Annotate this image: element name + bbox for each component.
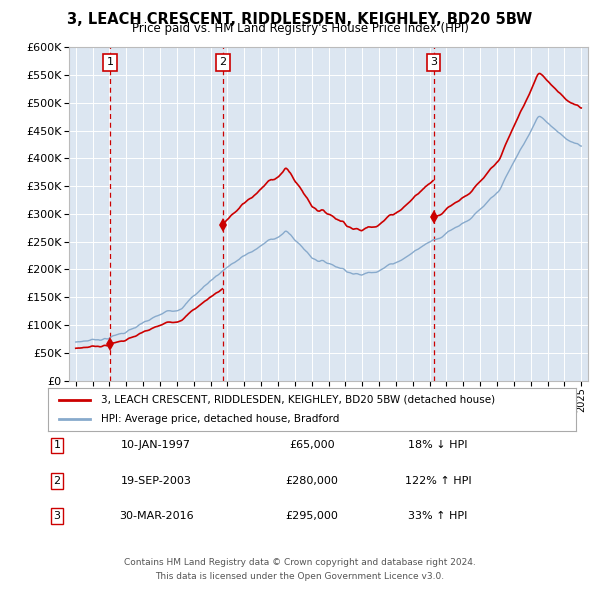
Text: £65,000: £65,000 — [289, 441, 335, 450]
Text: 10-JAN-1997: 10-JAN-1997 — [121, 441, 191, 450]
Text: Price paid vs. HM Land Registry's House Price Index (HPI): Price paid vs. HM Land Registry's House … — [131, 22, 469, 35]
Text: £295,000: £295,000 — [286, 512, 338, 521]
Text: 1: 1 — [53, 441, 61, 450]
Text: 1: 1 — [106, 57, 113, 67]
Text: 3, LEACH CRESCENT, RIDDLESDEN, KEIGHLEY, BD20 5BW (detached house): 3, LEACH CRESCENT, RIDDLESDEN, KEIGHLEY,… — [101, 395, 495, 405]
Text: 122% ↑ HPI: 122% ↑ HPI — [404, 476, 472, 486]
Text: 33% ↑ HPI: 33% ↑ HPI — [409, 512, 467, 521]
Text: 3: 3 — [430, 57, 437, 67]
Text: 30-MAR-2016: 30-MAR-2016 — [119, 512, 193, 521]
Text: Contains HM Land Registry data © Crown copyright and database right 2024.: Contains HM Land Registry data © Crown c… — [124, 558, 476, 566]
Text: 2: 2 — [219, 57, 226, 67]
Text: 19-SEP-2003: 19-SEP-2003 — [121, 476, 191, 486]
Text: HPI: Average price, detached house, Bradford: HPI: Average price, detached house, Brad… — [101, 414, 339, 424]
Text: 3, LEACH CRESCENT, RIDDLESDEN, KEIGHLEY, BD20 5BW: 3, LEACH CRESCENT, RIDDLESDEN, KEIGHLEY,… — [67, 12, 533, 27]
Text: 2: 2 — [53, 476, 61, 486]
Text: 18% ↓ HPI: 18% ↓ HPI — [408, 441, 468, 450]
Text: £280,000: £280,000 — [286, 476, 338, 486]
Text: 3: 3 — [53, 512, 61, 521]
Text: This data is licensed under the Open Government Licence v3.0.: This data is licensed under the Open Gov… — [155, 572, 445, 581]
